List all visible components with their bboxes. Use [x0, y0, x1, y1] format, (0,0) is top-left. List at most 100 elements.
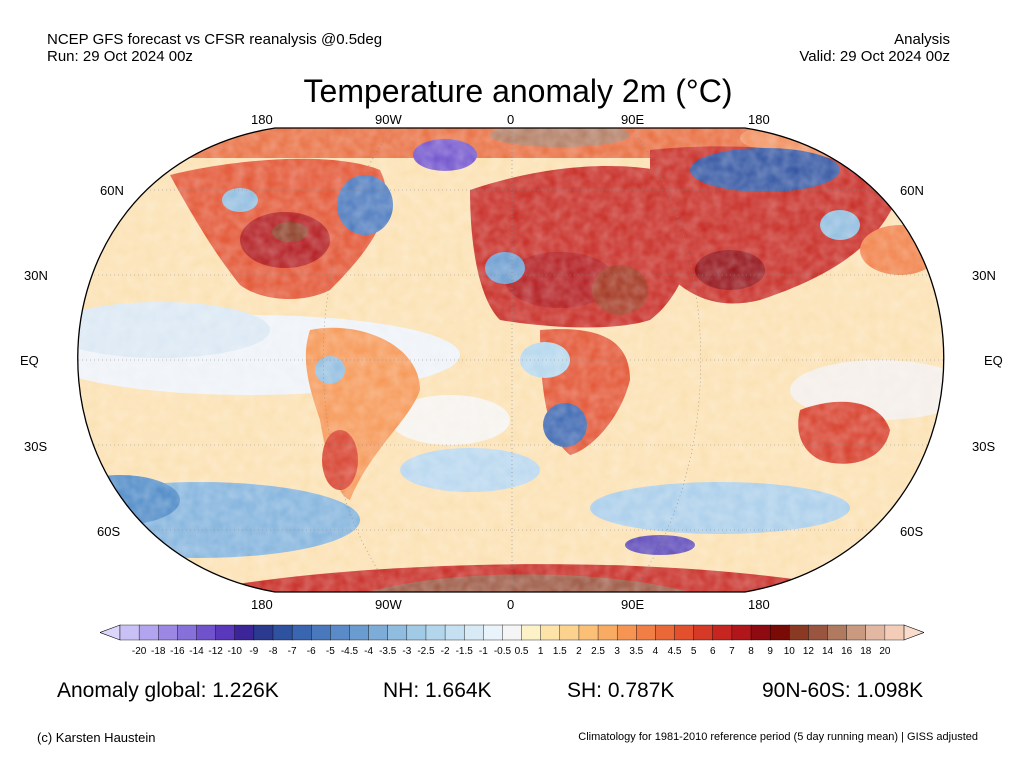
- colorbar-segment: [387, 624, 408, 641]
- colorbar-segment: [215, 624, 236, 641]
- colorbar-segment: [808, 624, 829, 641]
- colorbar: [100, 624, 924, 641]
- colorbar-segment: [272, 624, 293, 641]
- colorbar-tick-label: -18: [151, 646, 166, 657]
- colorbar-segment: [196, 624, 217, 641]
- gridline-90e: [630, 128, 701, 592]
- colorbar-segment: [330, 624, 350, 641]
- graticule: [77, 128, 944, 592]
- lat-label-left-eq: EQ: [20, 353, 39, 368]
- header-valid-text: Valid: 29 Oct 2024 00z: [799, 48, 950, 65]
- map-title: Temperature anomaly 2m (°C): [303, 73, 733, 109]
- colorbar-tick-label: 4: [652, 646, 659, 657]
- colorbar-segment: [616, 624, 637, 641]
- lon-label-top-0: 0: [507, 112, 515, 127]
- colorbar-segment: [158, 624, 178, 641]
- colorbar-tick-label: -16: [170, 646, 185, 657]
- stat-nh-anomaly: NH: 1.664K: [383, 679, 492, 702]
- colorbar-segment: [578, 624, 599, 641]
- colorbar-tick-label: 16: [841, 646, 853, 657]
- colorbar-segment: [674, 624, 695, 641]
- colorbar-tick-label: -4.5: [340, 646, 359, 657]
- header-analysis-text: Analysis: [894, 31, 950, 48]
- lon-label-bottom-180e: 180: [748, 597, 770, 612]
- lon-label-bottom-180w: 180: [251, 597, 273, 612]
- lat-label-right-60s: 60S: [900, 524, 924, 539]
- colorbar-segment: [483, 624, 503, 641]
- colorbar-tick-label: -5: [325, 646, 335, 657]
- colorbar-tick-label: 0.5: [514, 646, 529, 657]
- header-run-text: Run: 29 Oct 2024 00z: [47, 48, 193, 65]
- colorbar-tick-label: 8: [748, 646, 754, 657]
- colorbar-segment: [138, 624, 159, 641]
- colorbar-segment: [119, 624, 140, 641]
- colorbar-segment: [177, 624, 197, 641]
- colorbar-segment: [521, 624, 542, 641]
- colorbar-segment: [655, 624, 676, 641]
- colorbar-segment: [712, 624, 733, 641]
- stat-90n-60s-anomaly: 90N-60S: 1.098K: [762, 679, 924, 702]
- colorbar-tick-label: 20: [879, 646, 891, 657]
- lon-label-top-180w: 180: [251, 112, 273, 127]
- lon-label-top-90e: 90E: [621, 112, 645, 127]
- colorbar-tick-label: 3.5: [629, 646, 644, 657]
- lon-label-bottom-90e: 90E: [621, 597, 645, 612]
- colorbar-tick-label: -10: [227, 646, 242, 657]
- colorbar-segment: [750, 624, 771, 641]
- colorbar-tick-label: -3: [402, 646, 412, 657]
- colorbar-segment: [425, 624, 446, 641]
- colorbar-segment: [291, 624, 312, 641]
- colorbar-segment: [827, 624, 848, 641]
- colorbar-segment: [769, 624, 790, 641]
- colorbar-segment: [444, 624, 465, 641]
- globe-outline: [77, 127, 945, 593]
- colorbar-segment: [693, 624, 714, 641]
- colorbar-segment: [846, 624, 867, 641]
- lat-label-right-30s: 30S: [972, 439, 996, 454]
- colorbar-tick-label: 4.5: [667, 646, 682, 657]
- colorbar-tick-label: 10: [783, 646, 795, 657]
- colorbar-segment: [234, 624, 255, 641]
- colorbar-tick-label: 9: [767, 646, 773, 657]
- colorbar-tick-label: 2: [576, 646, 582, 657]
- gridline-90w: [323, 128, 394, 592]
- colorbar-segment: [406, 624, 427, 641]
- lon-label-top-180e: 180: [748, 112, 770, 127]
- colorbar-segment: [789, 624, 809, 641]
- colorbar-tick-label: 1.5: [552, 646, 567, 657]
- footer-credit: (c) Karsten Haustein: [37, 730, 156, 745]
- stat-global-anomaly: Anomaly global: 1.226K: [57, 679, 279, 702]
- colorbar-tick-label: -2.5: [417, 646, 435, 657]
- colorbar-tick-label: -1: [478, 646, 488, 657]
- colorbar-tick-label: -14: [189, 646, 204, 657]
- colorbar-segment: [559, 624, 580, 641]
- lat-label-right-60n: 60N: [900, 183, 924, 198]
- colorbar-tick-label: -2: [440, 646, 450, 657]
- colorbar-right-cap: [903, 624, 924, 641]
- lon-label-bottom-90w: 90W: [375, 597, 402, 612]
- colorbar-segment: [540, 624, 561, 641]
- lon-label-top-90w: 90W: [375, 112, 402, 127]
- colorbar-segment: [368, 624, 389, 641]
- colorbar-tick-label: 3: [614, 646, 620, 657]
- anomaly-map: [77, 127, 945, 593]
- colorbar-tick-label: -3.5: [379, 646, 397, 657]
- colorbar-tick-label: -9: [249, 646, 259, 657]
- colorbar-segment: [463, 624, 484, 641]
- lat-label-left-60s: 60S: [97, 524, 121, 539]
- colorbar-segment: [636, 624, 656, 641]
- colorbar-tick-label: 6: [709, 646, 716, 657]
- colorbar-segment: [253, 624, 274, 641]
- lat-label-left-30s: 30S: [24, 439, 48, 454]
- colorbar-tick-label: -6: [306, 646, 316, 657]
- colorbar-tick-label: 1: [537, 646, 544, 657]
- colorbar-tick-label: -0.5: [493, 646, 512, 657]
- lat-label-left-30n: 30N: [24, 268, 48, 283]
- colorbar-segment: [311, 624, 331, 641]
- lat-label-right-eq: EQ: [984, 353, 1003, 368]
- colorbar-tick-label: -4: [364, 646, 374, 657]
- colorbar-segment: [502, 624, 523, 641]
- colorbar-tick-label: 2.5: [591, 646, 605, 657]
- colorbar-tick-label: 18: [860, 646, 872, 657]
- stat-sh-anomaly: SH: 0.787K: [567, 679, 675, 702]
